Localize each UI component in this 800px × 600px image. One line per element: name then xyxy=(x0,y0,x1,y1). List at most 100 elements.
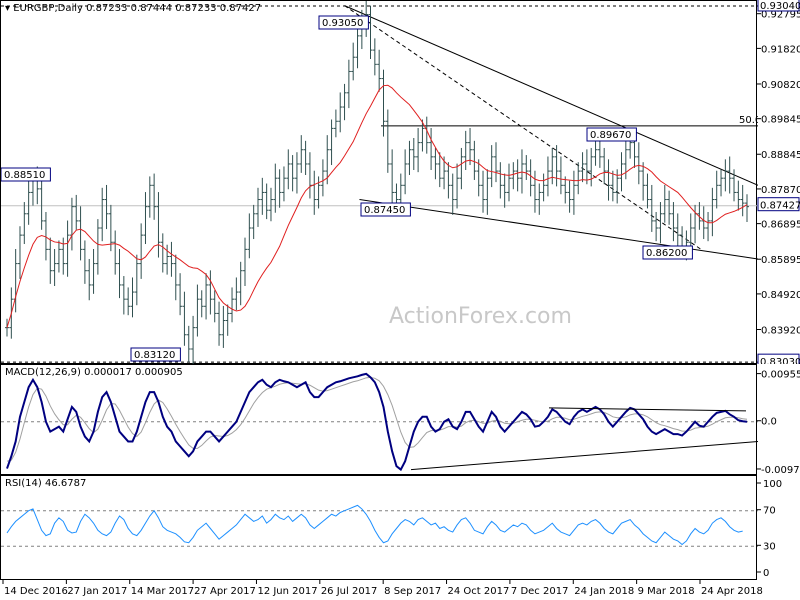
price-bar xyxy=(502,173,507,208)
price-bar xyxy=(472,140,477,180)
price-bar xyxy=(567,180,572,213)
price-bar xyxy=(727,156,732,194)
price-bar xyxy=(173,254,178,301)
price-bar xyxy=(303,140,308,175)
bottom-price-box: 0.83030 xyxy=(757,353,800,364)
price-bar xyxy=(494,142,499,183)
price-bar xyxy=(247,213,252,259)
price-bar xyxy=(476,159,481,197)
price-chart-svg[interactable]: ActionForex.com 50.0 0.93050 0.88510 0.831… xyxy=(0,0,761,365)
macd-panel[interactable]: MACD(12,26,9) 0.000017 0.000905 xyxy=(0,364,759,476)
price-axis: 0.92795 0.91820 0.90820 0.89845 0.88845 0.878… xyxy=(757,0,800,364)
price-bar xyxy=(82,240,87,284)
price-bar xyxy=(100,187,105,242)
price-bar xyxy=(740,184,745,217)
price-bar xyxy=(589,147,594,187)
price-bar xyxy=(580,152,585,183)
price-bar xyxy=(745,194,749,222)
price-bar xyxy=(710,187,715,237)
price-bar xyxy=(113,230,118,275)
price-bar xyxy=(225,304,230,336)
top-price-box-box xyxy=(757,0,800,12)
price-bar xyxy=(169,241,174,277)
rsi-panel[interactable]: RSI(14) 46.6787 xyxy=(0,475,758,581)
price-bar xyxy=(147,176,152,218)
date-tick-label: 12 Jun 2017 xyxy=(257,586,317,597)
price-annotation: 0.88510 xyxy=(0,167,51,182)
price-bar xyxy=(524,155,529,180)
price-annotation-box xyxy=(360,202,411,217)
price-bar xyxy=(558,156,563,195)
price-bar xyxy=(351,42,356,81)
dropdown-triangle-icon[interactable]: ▾ xyxy=(5,3,11,14)
price-bar xyxy=(139,223,144,279)
price-bar xyxy=(204,273,209,320)
price-bar xyxy=(117,249,122,299)
price-bar xyxy=(437,152,442,188)
price-chart-panel[interactable]: ActionForex.com 50.0 0.93050 0.88510 0.831… xyxy=(0,0,761,365)
price-bar xyxy=(675,213,680,251)
macd-svg[interactable] xyxy=(1,365,759,476)
rsi-grid xyxy=(1,510,758,547)
price-bar xyxy=(182,291,187,346)
price-bar xyxy=(420,119,425,152)
price-bar xyxy=(550,147,555,185)
price-bar xyxy=(273,163,278,213)
price-bar xyxy=(390,149,395,204)
price-bar xyxy=(381,69,386,137)
price-bar xyxy=(48,237,53,284)
price-bar xyxy=(468,128,473,166)
price-bar xyxy=(95,219,100,275)
price-tick-label: 0.88845 xyxy=(761,150,800,161)
price-annotation: 0.89670 xyxy=(586,127,637,142)
price-bar xyxy=(485,169,490,215)
price-annotations: 0.93050 0.88510 0.83120 0.87450 0.89670 0.862… xyxy=(0,15,693,362)
price-bar xyxy=(532,170,537,213)
price-bar xyxy=(563,176,568,204)
top-price-box: 0.93040 xyxy=(757,0,800,12)
macd-support-trendline xyxy=(410,440,759,471)
price-annotation-box xyxy=(642,245,693,260)
price-bar xyxy=(333,109,338,138)
price-bar xyxy=(511,162,516,190)
price-bar xyxy=(160,233,165,273)
chart-title: ▾ EURGBP,Daily 0.87233 0.87444 0.87233 0… xyxy=(5,3,261,14)
price-bar xyxy=(416,128,421,173)
price-annotation: 0.87450 xyxy=(360,202,411,217)
price-bar xyxy=(26,177,31,225)
date-axis: 14 Dec 2016 27 Jan 2017 14 Mar 2017 27 Apr … xyxy=(2,580,763,597)
price-tick-label: 0.86895 xyxy=(761,220,800,231)
price-bar xyxy=(56,240,61,273)
rsi-tick-label: 30 xyxy=(763,541,776,552)
rsi-axis: 100 70 30 0 xyxy=(757,479,782,579)
date-tick-label: 27 Jan 2017 xyxy=(67,586,127,597)
resistance-trendline xyxy=(344,5,759,186)
price-bar xyxy=(506,163,511,202)
price-bar xyxy=(52,249,57,287)
price-annotation-text: 0.88510 xyxy=(4,170,45,181)
price-bar xyxy=(299,135,304,173)
rsi-svg[interactable] xyxy=(1,476,758,581)
price-bar xyxy=(407,140,412,175)
price-bar xyxy=(701,206,706,240)
bottom-price-box-box xyxy=(757,353,800,364)
dashed-trendline xyxy=(344,5,702,250)
price-annotation-text: 0.87450 xyxy=(364,205,405,216)
price-bar xyxy=(541,173,546,202)
price-bar xyxy=(281,166,286,202)
price-bar xyxy=(243,237,248,287)
price-bar xyxy=(537,183,542,215)
price-bar xyxy=(662,184,667,223)
date-tick-label: 9 Mar 2018 xyxy=(638,586,695,597)
price-bar xyxy=(217,301,222,346)
price-bar xyxy=(78,206,83,261)
price-bar xyxy=(230,287,235,323)
top-price-box-text: 0.93040 xyxy=(760,1,800,12)
price-bar xyxy=(654,211,659,242)
price-bar xyxy=(498,162,503,199)
price-bar xyxy=(342,83,347,121)
price-bar xyxy=(571,170,576,215)
price-tick-label: 0.90820 xyxy=(761,80,800,91)
ohlc-values: 0.87233 0.87444 0.87233 0.87427 xyxy=(86,3,262,14)
date-tick-label: 24 Apr 2018 xyxy=(701,586,763,597)
